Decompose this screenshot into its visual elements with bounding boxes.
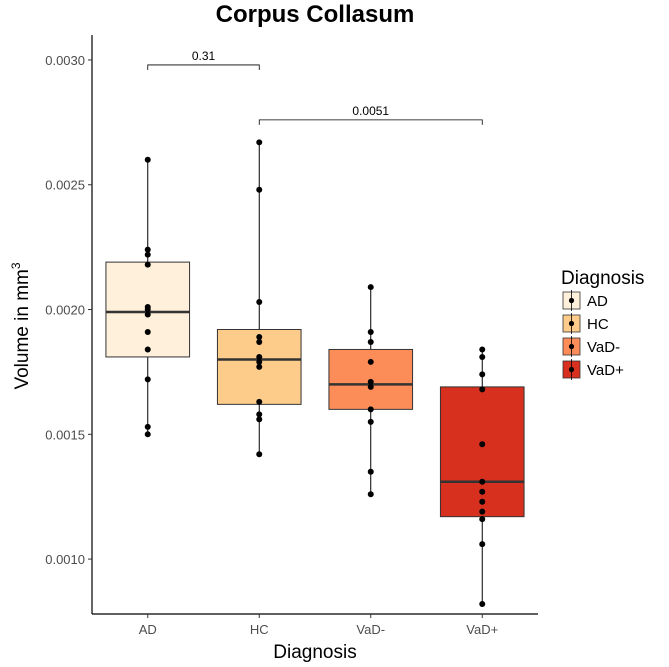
y-tick-label: 0.0015: [45, 427, 85, 442]
data-point: [144, 246, 151, 253]
data-point: [144, 311, 151, 318]
data-point: [367, 378, 374, 385]
y-tick-label: 0.0025: [45, 178, 85, 193]
legend-item: AD: [562, 290, 608, 311]
legend-item: VaD-: [562, 336, 620, 357]
axes: 0.0010 0.0015 0.0020 0.0025 0.0030 AD HC VaD- Va…: [45, 35, 538, 637]
legend-label: AD: [587, 293, 608, 310]
data-point: [256, 338, 263, 345]
legend-item: HC: [562, 313, 609, 334]
comparison-bracket: 0.0051: [258, 104, 483, 125]
y-axis-title-superscript: 3: [9, 262, 23, 269]
x-tick-label: VaD+: [466, 622, 498, 637]
legend-point: [568, 343, 575, 350]
legend: Diagnosis AD HC VaD- VaD+: [561, 268, 644, 380]
legend-label: VaD+: [587, 362, 624, 379]
data-point: [479, 498, 486, 505]
data-point: [144, 376, 151, 383]
legend-title: Diagnosis: [561, 268, 644, 289]
data-point: [144, 423, 151, 430]
data-point: [367, 284, 374, 291]
data-point: [144, 328, 151, 335]
legend-point: [568, 320, 575, 327]
data-point: [256, 139, 263, 146]
data-point: [256, 186, 263, 193]
data-point: [256, 358, 263, 365]
data-point: [367, 338, 374, 345]
data-point: [256, 299, 263, 306]
comparison-brackets: 0.31 0.0051: [147, 49, 483, 125]
data-point: [479, 346, 486, 353]
y-tick-label: 0.0010: [45, 552, 85, 567]
p-value-label: 0.0051: [352, 104, 389, 118]
data-point: [367, 406, 374, 413]
data-point: [479, 353, 486, 360]
legend-point: [568, 297, 575, 304]
box-ad: [105, 159, 191, 435]
data-points: [144, 139, 486, 608]
data-point: [144, 431, 151, 438]
data-point: [256, 363, 263, 370]
boxes: [105, 142, 525, 605]
data-point: [367, 328, 374, 335]
data-point: [256, 416, 263, 423]
data-point: [144, 346, 151, 353]
data-point: [144, 306, 151, 313]
x-tick-label: HC: [250, 622, 269, 637]
data-point: [256, 411, 263, 418]
data-point: [479, 478, 486, 485]
data-point: [256, 353, 263, 360]
legend-label: HC: [587, 316, 609, 333]
data-point: [256, 398, 263, 405]
x-tick-label: VaD-: [356, 622, 385, 637]
data-point: [256, 451, 263, 458]
box-body: [439, 386, 525, 518]
legend-point: [568, 366, 575, 373]
x-tick-label: AD: [139, 622, 157, 637]
chart-title: Corpus Collasum: [216, 1, 415, 28]
data-point: [479, 386, 486, 393]
y-axis-title-text: Volume in mm: [12, 269, 33, 389]
legend-label: VaD-: [587, 339, 620, 356]
x-axis-title: Diagnosis: [273, 642, 356, 663]
data-point: [479, 441, 486, 448]
box-vad-: [328, 287, 414, 495]
y-axis-title: Volume in mm3: [9, 262, 33, 389]
legend-item: VaD+: [562, 359, 624, 380]
p-value-label: 0.31: [192, 49, 216, 63]
data-point: [479, 601, 486, 608]
data-point: [367, 358, 374, 365]
data-point: [367, 468, 374, 475]
data-point: [367, 418, 374, 425]
y-tick-label: 0.0020: [45, 303, 85, 318]
data-point: [144, 261, 151, 268]
box-vad-: [439, 349, 525, 605]
data-point: [479, 488, 486, 495]
data-point: [144, 156, 151, 163]
data-point: [479, 516, 486, 523]
bracket-line: [258, 119, 483, 125]
comparison-bracket: 0.31: [147, 49, 260, 70]
data-point: [367, 491, 374, 498]
data-point: [144, 251, 151, 258]
data-point: [479, 541, 486, 548]
bracket-line: [147, 64, 260, 70]
data-point: [479, 371, 486, 378]
data-point: [479, 508, 486, 515]
data-point: [367, 383, 374, 390]
data-point: [256, 333, 263, 340]
y-tick-label: 0.0030: [45, 53, 85, 68]
